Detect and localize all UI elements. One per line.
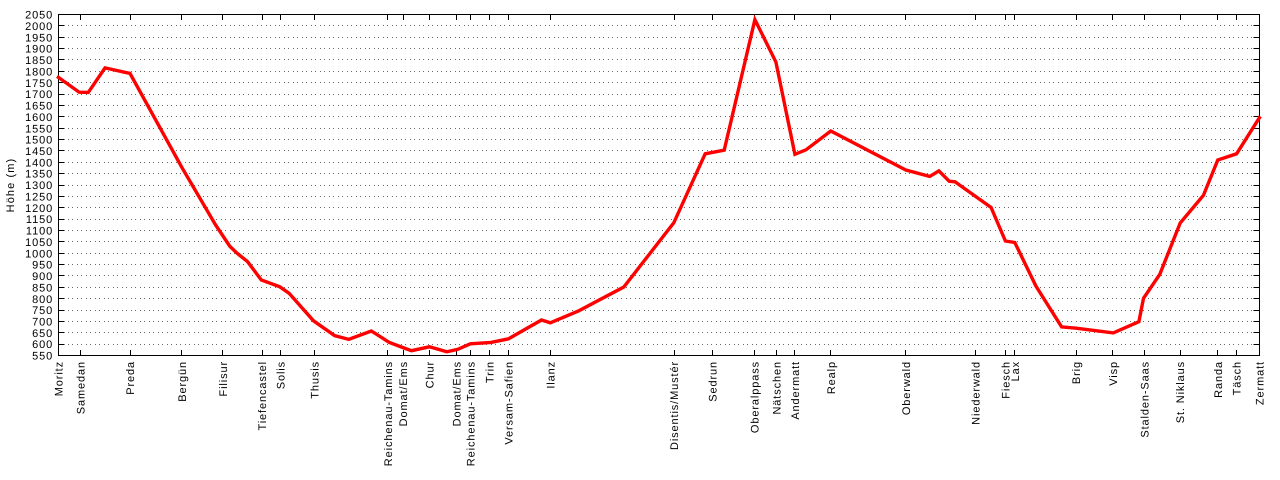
svg-text:Niederwald: Niederwald bbox=[971, 361, 983, 425]
svg-text:Versam-Safien: Versam-Safien bbox=[504, 361, 516, 445]
svg-text:1100: 1100 bbox=[26, 226, 53, 238]
svg-text:550: 550 bbox=[32, 351, 53, 363]
svg-text:Preda: Preda bbox=[125, 361, 137, 395]
svg-text:Disentis/Mustér: Disentis/Mustér bbox=[669, 361, 681, 450]
svg-text:Ilanz: Ilanz bbox=[546, 361, 558, 389]
svg-text:750: 750 bbox=[32, 305, 53, 317]
svg-text:1250: 1250 bbox=[25, 191, 53, 203]
svg-text:850: 850 bbox=[32, 282, 53, 294]
svg-text:Andermatt: Andermatt bbox=[790, 361, 802, 420]
svg-text:650: 650 bbox=[32, 328, 53, 340]
svg-text:1750: 1750 bbox=[25, 78, 53, 90]
svg-text:St. Niklaus: St. Niklaus bbox=[1175, 361, 1187, 423]
svg-text:Reichenau-Tamins: Reichenau-Tamins bbox=[465, 361, 477, 466]
svg-text:2050: 2050 bbox=[25, 10, 53, 22]
svg-text:1500: 1500 bbox=[25, 135, 53, 147]
svg-text:950: 950 bbox=[32, 260, 53, 272]
svg-text:1050: 1050 bbox=[25, 237, 53, 249]
svg-text:Randa: Randa bbox=[1213, 361, 1225, 398]
svg-text:Moritz: Moritz bbox=[54, 361, 66, 396]
svg-text:Bergün: Bergün bbox=[177, 361, 189, 402]
svg-text:2000: 2000 bbox=[25, 21, 53, 33]
svg-text:900: 900 bbox=[32, 271, 53, 283]
svg-text:1600: 1600 bbox=[25, 112, 53, 124]
svg-text:Zermatt: Zermatt bbox=[1254, 361, 1266, 405]
svg-text:700: 700 bbox=[32, 317, 53, 329]
svg-text:Höhe (m): Höhe (m) bbox=[5, 158, 17, 213]
svg-text:Lax: Lax bbox=[1010, 361, 1022, 381]
svg-text:Trin: Trin bbox=[484, 361, 496, 383]
svg-text:Thusis: Thusis bbox=[310, 361, 322, 399]
svg-text:1300: 1300 bbox=[25, 180, 53, 192]
svg-text:1800: 1800 bbox=[25, 66, 53, 78]
svg-text:1000: 1000 bbox=[25, 248, 53, 260]
svg-text:1650: 1650 bbox=[25, 101, 53, 113]
svg-text:1700: 1700 bbox=[25, 89, 53, 101]
svg-text:Oberalppass: Oberalppass bbox=[750, 361, 762, 433]
svg-text:1450: 1450 bbox=[25, 146, 53, 158]
svg-text:Filisur: Filisur bbox=[218, 361, 230, 397]
svg-text:Domat/Ems: Domat/Ems bbox=[398, 361, 410, 426]
svg-text:Stalden-Saas: Stalden-Saas bbox=[1139, 361, 1151, 438]
svg-text:1350: 1350 bbox=[25, 169, 53, 181]
svg-text:1950: 1950 bbox=[25, 32, 53, 44]
svg-text:600: 600 bbox=[32, 339, 53, 351]
svg-text:Tiefencastel: Tiefencastel bbox=[257, 361, 269, 430]
svg-text:800: 800 bbox=[32, 294, 53, 306]
svg-text:Visp: Visp bbox=[1108, 361, 1120, 386]
svg-text:Domat/Ems: Domat/Ems bbox=[452, 361, 464, 426]
svg-text:Samedan: Samedan bbox=[75, 361, 87, 414]
svg-text:1400: 1400 bbox=[25, 157, 53, 169]
svg-text:1900: 1900 bbox=[25, 44, 53, 56]
svg-text:Täsch: Täsch bbox=[1232, 361, 1244, 395]
svg-text:Brig: Brig bbox=[1071, 361, 1083, 384]
svg-text:Nätschen: Nätschen bbox=[771, 361, 783, 415]
svg-text:Oberwald: Oberwald bbox=[901, 361, 913, 415]
svg-text:1200: 1200 bbox=[25, 203, 53, 215]
svg-text:1550: 1550 bbox=[25, 123, 53, 135]
svg-text:Sedrun: Sedrun bbox=[707, 361, 719, 402]
svg-text:Reichenau-Tamins: Reichenau-Tamins bbox=[383, 361, 395, 466]
svg-text:Chur: Chur bbox=[425, 361, 437, 388]
svg-text:1150: 1150 bbox=[26, 214, 53, 226]
svg-text:1850: 1850 bbox=[25, 55, 53, 67]
svg-text:Fiesch: Fiesch bbox=[1000, 361, 1012, 399]
svg-text:Solis: Solis bbox=[276, 361, 288, 389]
svg-text:Realp: Realp bbox=[826, 361, 838, 394]
